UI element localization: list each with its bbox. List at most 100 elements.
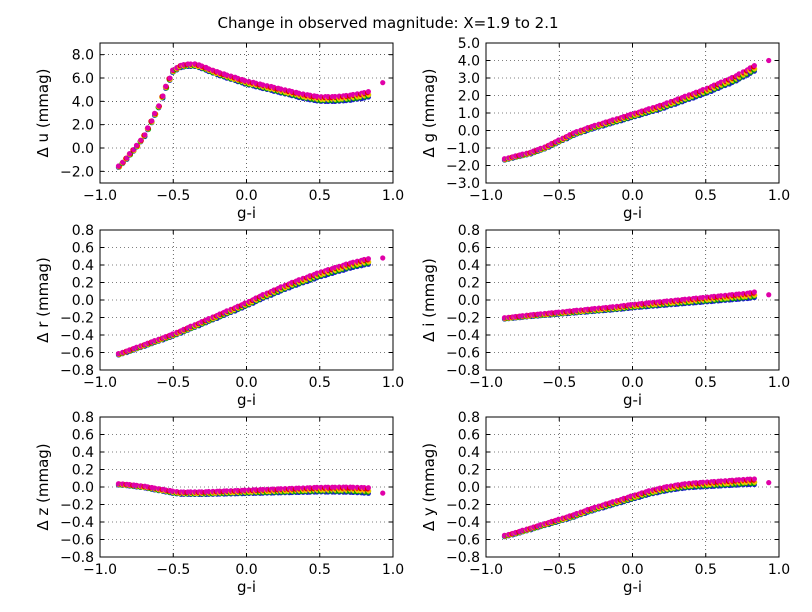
y-tick-label: 0.8 [458, 223, 480, 239]
data-point [242, 487, 248, 493]
y-tick-label: −1.0 [446, 141, 480, 157]
data-point [206, 66, 212, 72]
data-point [115, 163, 122, 169]
y-tick-label: −0.2 [446, 311, 480, 327]
data-point [350, 91, 356, 98]
data-point [126, 151, 133, 157]
x-tick-label: 0.0 [235, 375, 257, 391]
data-point-outlier [766, 480, 772, 486]
data-point [224, 72, 230, 78]
x-axis-label: g-i [237, 204, 256, 222]
y-tick-label: 0.0 [72, 480, 94, 496]
y-axis-label: Δ g (mmag) [420, 69, 438, 158]
data-point [682, 296, 688, 302]
data-point [133, 344, 140, 350]
x-axis-label: g-i [237, 391, 256, 409]
x-tick-label: −1.0 [469, 562, 503, 578]
y-tick-label: 2.0 [458, 89, 480, 105]
data-point [242, 78, 248, 84]
y-tick-label: −0.4 [446, 515, 480, 531]
y-tick-label: −0.2 [446, 498, 480, 514]
y-tick-label: 0.2 [72, 276, 94, 292]
x-axis-label: g-i [623, 578, 642, 596]
data-point [365, 89, 371, 95]
y-tick-label: 8.0 [72, 48, 94, 64]
y-tick-label: −0.8 [60, 363, 94, 379]
data-point [718, 478, 724, 484]
y-tick-label: 0.6 [458, 241, 480, 257]
y-tick-label: 0.8 [458, 410, 480, 426]
x-tick-label: −1.0 [469, 375, 503, 391]
subplot-i: −1.0 −0.5 0.0 0.5 1.0−0.8−0.6−0.4−0.20.00.20… [420, 223, 790, 409]
x-tick-label: 0.0 [235, 562, 257, 578]
data-point-outlier [766, 57, 772, 64]
data-point [332, 93, 338, 100]
y-tick-label: −0.6 [60, 533, 94, 549]
x-tick-label: 1.0 [768, 375, 790, 391]
data-point [664, 298, 670, 304]
data-point [314, 93, 320, 99]
data-point [332, 484, 338, 490]
data-point [145, 125, 151, 131]
y-tick-label: −0.2 [60, 311, 94, 327]
x-tick-label: 0.5 [695, 188, 717, 204]
data-point [260, 486, 266, 493]
data-point [278, 486, 284, 492]
y-tick-label: 0.4 [72, 445, 94, 461]
data-point [664, 484, 670, 490]
data-point [138, 137, 144, 143]
y-tick-label: 0.0 [72, 141, 94, 157]
y-tick-label: 2.0 [72, 118, 94, 134]
data-point [501, 532, 508, 538]
x-tick-label: 0.0 [621, 188, 643, 204]
x-axis-label: g-i [623, 391, 642, 409]
figure-title: Change in observed magnitude: X=1.9 to 2… [217, 14, 559, 32]
y-tick-label: 0.6 [72, 428, 94, 444]
subplot-g: −1.0 −0.5 0.0 0.5 1.0−3.0−2.0−1.00.01.02.03.… [420, 36, 790, 222]
x-tick-label: 1.0 [382, 188, 404, 204]
y-tick-label: 4.0 [72, 94, 94, 110]
y-tick-label: 0.4 [458, 445, 480, 461]
x-tick-label: 0.5 [309, 562, 331, 578]
data-point [736, 477, 742, 483]
y-tick-label: 0.0 [458, 124, 480, 140]
x-tick-label: −0.5 [156, 562, 190, 578]
y-tick-label: 0.6 [72, 241, 94, 257]
y-tick-label: −0.2 [60, 498, 94, 514]
data-point [163, 83, 169, 89]
y-tick-label: −2.0 [446, 159, 480, 175]
x-tick-label: 0.0 [235, 188, 257, 204]
y-tick-label: 0.2 [458, 463, 480, 479]
data-point [278, 86, 284, 92]
axes-frame [485, 229, 780, 371]
y-tick-label: 0.8 [72, 410, 94, 426]
axes-frame [99, 42, 394, 184]
data-point [365, 485, 371, 491]
y-tick-label: −0.4 [60, 515, 94, 531]
data-point-outlier [380, 80, 386, 86]
y-tick-label: −0.6 [446, 533, 480, 549]
y-tick-label: 5.0 [458, 36, 480, 52]
x-tick-label: 1.0 [768, 562, 790, 578]
y-tick-label: −0.8 [446, 363, 480, 379]
x-tick-label: 1.0 [382, 562, 404, 578]
x-tick-label: −1.0 [469, 188, 503, 204]
data-point [736, 291, 742, 297]
x-tick-label: −0.5 [156, 188, 190, 204]
data-point [156, 103, 162, 109]
axes-frame [485, 42, 780, 184]
y-axis-label: Δ r (mmag) [34, 257, 52, 343]
data-point-outlier [766, 292, 772, 298]
data-point [120, 159, 126, 165]
y-tick-label: −0.4 [60, 328, 94, 344]
data-point [314, 484, 320, 490]
subplot-u: −1.0 −0.5 0.0 0.5 1.0 −2.0 0.0 2.0 4.0 6.0 8.0 g-i Δ… [34, 42, 404, 222]
y-tick-label: 1.0 [458, 106, 480, 122]
y-tick-label: −0.4 [446, 328, 480, 344]
y-tick-label: 6.0 [72, 71, 94, 87]
data-point [646, 300, 652, 306]
y-tick-label: 0.2 [458, 276, 480, 292]
data-point [160, 93, 166, 99]
y-axis-label: Δ z (mmag) [34, 443, 52, 530]
data-point-outlier [380, 255, 386, 261]
